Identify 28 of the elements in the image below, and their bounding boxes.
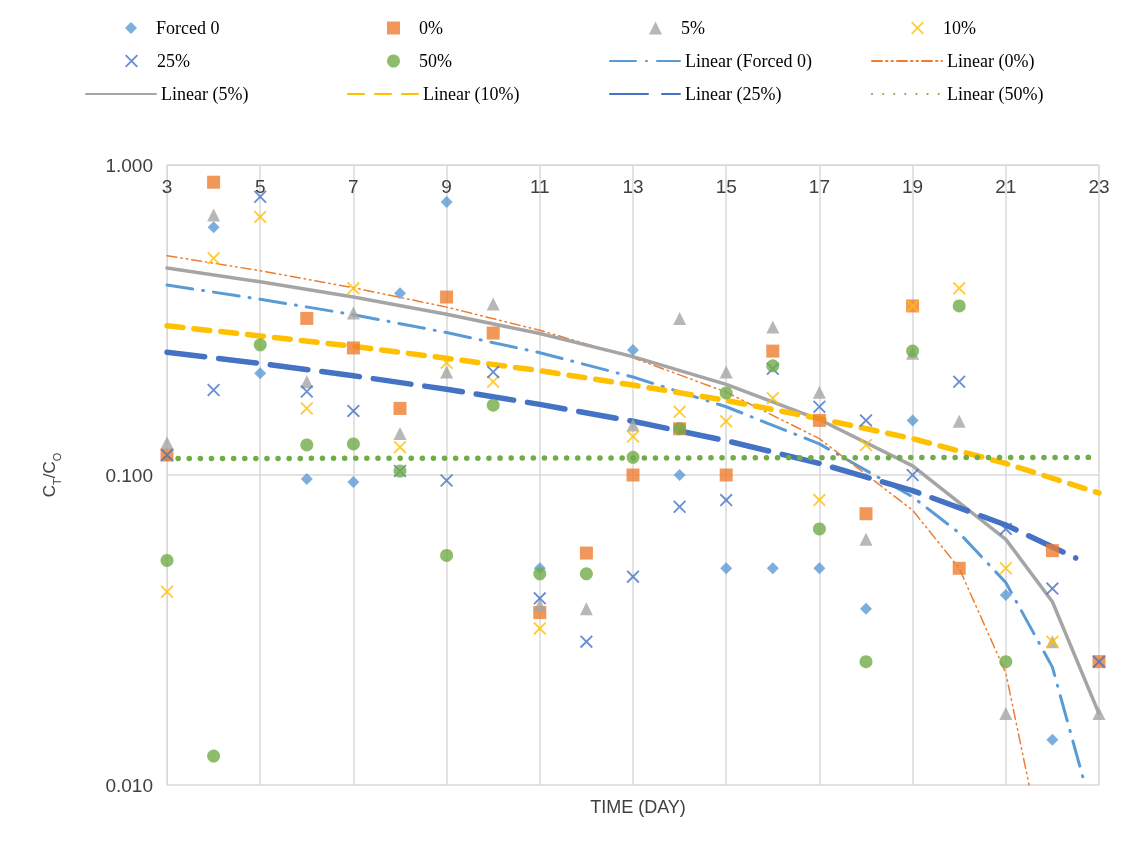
legend-label: Linear (50%)	[947, 84, 1044, 105]
x-tick-label: 15	[715, 176, 737, 197]
x-tick-label: 9	[441, 176, 452, 197]
legend-label: 50%	[419, 51, 452, 71]
legend-label: 0%	[419, 18, 443, 38]
x-tick-label: 3	[161, 176, 173, 197]
legend-label: Linear (25%)	[685, 84, 782, 105]
x-tick-label: 23	[1088, 176, 1110, 197]
x-axis-title: TIME (DAY)	[590, 797, 686, 817]
y-axis-title: CT/CO	[39, 452, 63, 498]
legend-label: Linear (Forced 0)	[685, 51, 812, 72]
x-tick-label: 17	[808, 176, 830, 197]
x-tick-label: 7	[348, 176, 359, 197]
x-tick-label: 5	[254, 176, 266, 197]
y-tick-label: 1.000	[105, 154, 153, 176]
x-tick-label: 21	[995, 176, 1017, 197]
x-tick-label: 11	[529, 176, 550, 197]
x-tick-label: 19	[902, 176, 924, 197]
legend-label: Linear (0%)	[947, 51, 1035, 72]
legend-label: 25%	[157, 51, 190, 71]
legend-label: Forced 0	[156, 18, 220, 38]
legend-label: Linear (10%)	[423, 84, 520, 105]
legend-label: 10%	[943, 18, 976, 38]
y-tick-label: 0.100	[105, 464, 153, 486]
x-tick-label: 13	[622, 176, 644, 197]
legend-label: Linear (5%)	[161, 84, 249, 105]
legend-label: 5%	[681, 18, 705, 38]
y-tick-label: 0.010	[105, 774, 153, 796]
